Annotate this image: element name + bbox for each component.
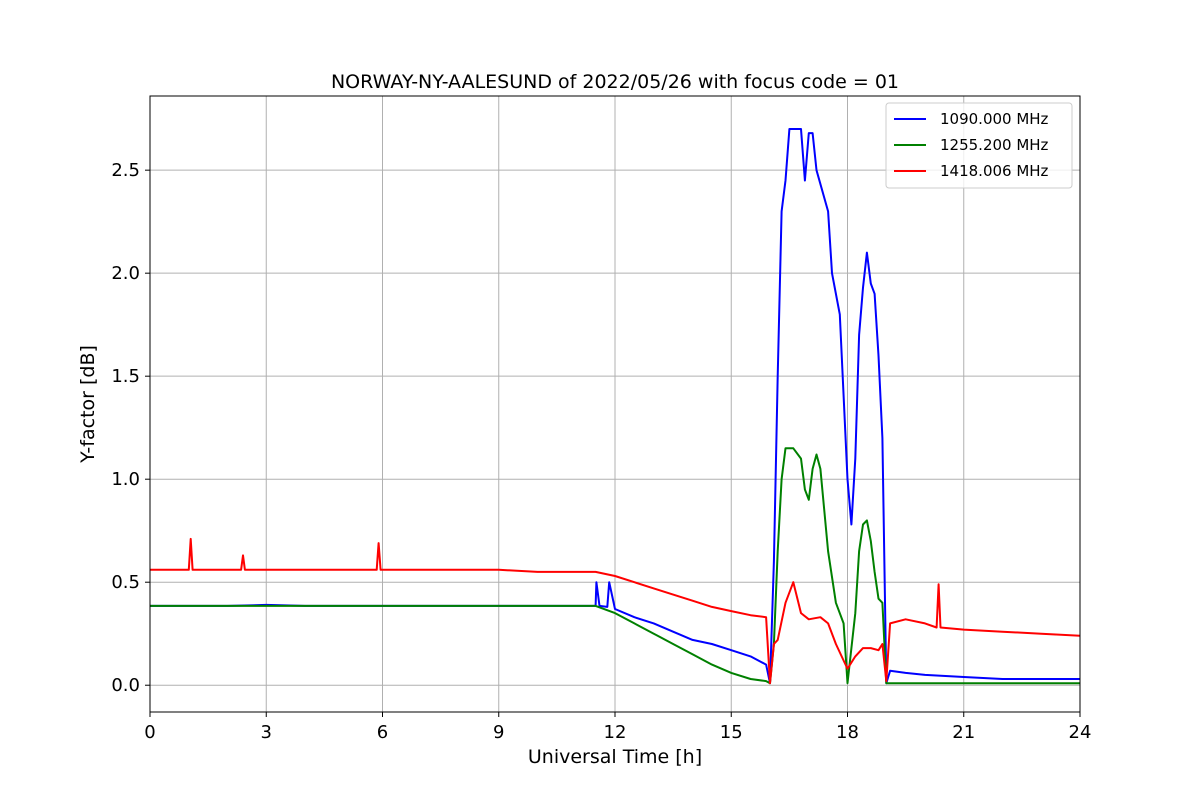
ticks: 0 3 6 9 12 15 18 21 24 0.0 0.5 1.0 1.5 2.0 2.5	[111, 160, 1091, 743]
y-tick-label: 2.5	[111, 160, 140, 181]
x-axis-label: Universal Time [h]	[528, 746, 702, 768]
y-tick-label: 0.0	[111, 675, 140, 696]
x-tick-label: 12	[604, 722, 627, 743]
y-tick-label: 1.0	[111, 469, 140, 490]
x-tick-label: 0	[144, 722, 155, 743]
y-tick-label: 2.0	[111, 263, 140, 284]
x-tick-label: 21	[952, 722, 975, 743]
x-tick-label: 6	[377, 722, 388, 743]
legend-label: 1090.000 MHz	[940, 110, 1049, 128]
chart-title: NORWAY-NY-AALESUND of 2022/05/26 with fo…	[331, 71, 899, 93]
series-line-2	[150, 537, 1080, 685]
legend-items: 1090.000 MHz 1255.200 MHz 1418.006 MHz	[894, 110, 1049, 180]
legend-box	[885, 102, 1073, 189]
legend-label: 1255.200 MHz	[940, 136, 1049, 154]
series-layer	[150, 128, 1080, 685]
x-tick-label: 9	[493, 722, 504, 743]
x-tick-label: 24	[1069, 722, 1092, 743]
legend-label: 1418.006 MHz	[940, 162, 1049, 180]
y-tick-label: 1.5	[111, 366, 140, 387]
x-tick-label: 15	[720, 722, 743, 743]
y-tick-label: 0.5	[111, 572, 140, 593]
grid	[149, 96, 1081, 712]
legend: 1090.000 MHz 1255.200 MHz 1418.006 MHz	[885, 102, 1073, 189]
x-tick-label: 18	[836, 722, 859, 743]
y-axis-label: Y-factor [dB]	[77, 345, 99, 464]
x-tick-label: 3	[261, 722, 272, 743]
series-line-1	[150, 447, 1080, 685]
